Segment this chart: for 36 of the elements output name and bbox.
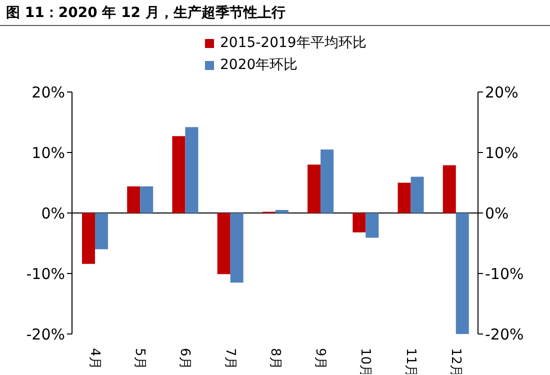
- legend-label: 2020年环比: [220, 56, 298, 75]
- y2-tick-label: -20%: [485, 325, 524, 344]
- chart-title: 图 11：2020 年 12 月，生产超季节性上行: [0, 0, 550, 26]
- bar: [456, 213, 469, 334]
- bar: [172, 136, 186, 213]
- bar: [127, 186, 140, 213]
- x-tick-label: 9月: [312, 348, 328, 370]
- x-tick-label: 7月: [222, 348, 238, 370]
- x-tick-label: 6月: [177, 348, 192, 370]
- x-tick-label: 4月: [86, 348, 102, 370]
- bar: [398, 182, 411, 213]
- x-tick-label: 8月: [267, 348, 282, 370]
- bar: [320, 149, 334, 213]
- bar: [352, 213, 366, 232]
- y-tick-label: -20%: [26, 325, 65, 344]
- bar: [230, 213, 244, 283]
- y-tick-label: 10%: [32, 144, 65, 162]
- y-tick-label: 0%: [41, 204, 65, 222]
- bar: [366, 213, 379, 238]
- y2-tick-label: 20%: [485, 83, 518, 102]
- bar: [442, 165, 456, 213]
- bar: [217, 213, 230, 274]
- y2-tick-label: 10%: [485, 144, 518, 162]
- bar: [308, 164, 321, 213]
- legend-label: 2015-2019年平均环比: [220, 34, 366, 53]
- y2-tick-label: 0%: [485, 204, 509, 222]
- bar: [140, 186, 154, 213]
- bar: [185, 127, 198, 213]
- bar: [95, 213, 108, 250]
- y-tick-label: -10%: [26, 264, 65, 283]
- x-tick-label: 5月: [132, 348, 148, 370]
- bar: [82, 213, 95, 264]
- bar: [410, 176, 424, 213]
- bar: [275, 210, 288, 213]
- y2-tick-label: -10%: [485, 264, 524, 283]
- y-tick-label: 20%: [32, 83, 65, 102]
